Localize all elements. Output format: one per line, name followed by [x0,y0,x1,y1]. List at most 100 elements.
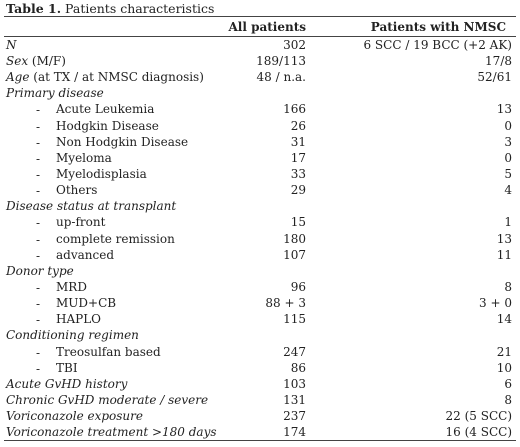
cell-all-patients: 237 [283,409,306,424]
table-caption-title: Patients characteristics [61,1,215,16]
bullet-dash: - [36,184,41,199]
row-label-italic: Sex [6,54,29,69]
table-row: Disease status at transplant [4,198,516,214]
row-label-italic: Primary disease [6,86,104,101]
cell-all-patients [222,198,312,214]
cell-nmsc-patients: 0 [504,118,512,133]
cell-nmsc-patients: 22 (5 SCC) [445,409,512,424]
row-label: Primary disease [4,85,222,101]
row-label: - Non Hodgkin Disease [4,134,222,150]
table-body: N 302 6 SCC / 19 BCC (+2 AK) Sex (M/F) 189/1… [4,37,516,442]
cell-all-patients: 189/113 [256,54,306,69]
row-label: Chronic GvHD moderate / severe [4,392,222,408]
bullet-dash: - [36,168,41,183]
row-label: - Acute Leukemia [4,101,222,117]
table-row: - up-front 15 1 [4,214,516,230]
row-label-text: up-front [56,215,106,230]
row-label: Voriconazole exposure [4,408,222,424]
cell-all-patients: 96 [290,280,306,295]
row-label: - MUD+CB [4,295,222,311]
cell-all-patients: 31 [290,134,306,149]
table-row: - advanced 107 11 [4,247,516,263]
bullet-dash: - [36,119,41,134]
header-nmsc-patients: Patients with NMSC [312,16,516,37]
table-caption-label: Table 1. [6,1,62,16]
table-row: - Myeloma 17 0 [4,150,516,166]
cell-all-patients: 29 [290,183,306,198]
cell-all-patients [222,327,312,343]
row-label: - up-front [4,214,222,230]
table-row: - MRD 96 8 [4,279,516,295]
row-label-text: Hodgkin Disease [56,118,159,133]
cell-nmsc-patients: 11 [496,247,512,262]
bullet-dash: - [36,151,41,166]
row-label-text: Non Hodgkin Disease [56,134,189,149]
table-row: - Hodgkin Disease 26 0 [4,118,516,134]
cell-nmsc-patients: 17/8 [485,54,512,69]
cell-nmsc-patients [312,85,516,101]
row-label-italic: N [6,38,17,52]
header-all-patients: All patients [222,16,312,37]
cell-nmsc-patients: 4 [504,183,512,198]
patients-characteristics-table: All patients Patients with NMSC N 302 6 SC… [4,16,516,442]
row-label: - HAPLO [4,311,222,327]
table-header-row: All patients Patients with NMSC [4,16,516,37]
cell-all-patients: 103 [283,376,306,391]
bullet-dash: - [36,232,41,247]
table-row: Voriconazole treatment >180 days 174 16 (4… [4,424,516,442]
row-label-italic: Age [6,70,30,85]
bullet-dash: - [36,361,41,376]
cell-all-patients: 17 [290,150,306,165]
bullet-dash: - [36,297,41,312]
row-label-text: Treosulfan based [56,344,161,359]
cell-nmsc-patients: 14 [496,312,512,327]
row-label: - Myelodisplasia [4,166,222,182]
row-label-text: advanced [56,247,115,262]
cell-all-patients: 26 [290,118,306,133]
cell-nmsc-patients [312,327,516,343]
row-label: - advanced [4,247,222,263]
table-row: N 302 6 SCC / 19 BCC (+2 AK) [4,37,516,54]
row-label: - Others [4,182,222,198]
row-label: Sex (M/F) [4,53,222,69]
cell-all-patients: 88 + 3 [265,296,306,311]
cell-all-patients: 115 [283,312,306,327]
header-characteristic [4,16,222,37]
cell-all-patients: 302 [283,38,306,52]
row-label: N [4,37,222,54]
cell-nmsc-patients: 1 [504,215,512,230]
bullet-dash: - [36,281,41,296]
row-label-text: Myelodisplasia [56,167,147,182]
table-row: Sex (M/F) 189/113 17/8 [4,53,516,69]
table-row: Donor type [4,263,516,279]
bullet-dash: - [36,248,41,263]
row-label-italic: Voriconazole exposure [6,409,143,424]
cell-nmsc-patients [312,263,516,279]
cell-nmsc-patients: 8 [504,393,512,408]
cell-nmsc-patients: 6 [504,376,512,391]
row-label-rest: (M/F) [28,54,66,69]
row-label-text: Acute Leukemia [56,102,155,117]
cell-nmsc-patients: 3 [504,134,512,149]
row-label-italic: Conditioning regimen [6,328,139,343]
cell-nmsc-patients: 13 [496,102,512,117]
table-row: Chronic GvHD moderate / severe 131 8 [4,392,516,408]
cell-all-patients: 33 [290,167,306,182]
row-label-text: TBI [56,360,78,375]
row-label: Acute GvHD history [4,376,222,392]
table-row: - complete remission 180 13 [4,231,516,247]
cell-nmsc-patients: 8 [504,280,512,295]
cell-all-patients: 15 [290,215,306,230]
table-row: - HAPLO 115 14 [4,311,516,327]
row-label-text: complete remission [56,231,175,246]
row-label: - complete remission [4,231,222,247]
row-label: Voriconazole treatment >180 days [4,424,222,442]
table-row: - Others 29 4 [4,182,516,198]
cell-nmsc-patients: 52/61 [477,70,512,85]
table-row: Primary disease [4,85,516,101]
table-row: Conditioning regimen [4,327,516,343]
row-label: - MRD [4,279,222,295]
cell-nmsc-patients: 21 [496,344,512,359]
table-row: - MUD+CB 88 + 3 3 + 0 [4,295,516,311]
